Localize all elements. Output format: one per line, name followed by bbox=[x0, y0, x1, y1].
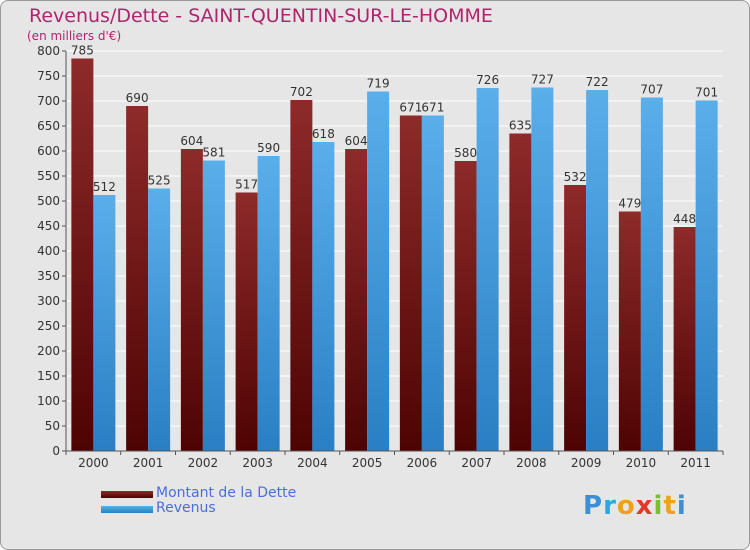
y-tick-label: 450 bbox=[37, 219, 60, 233]
bar-debt bbox=[290, 100, 313, 451]
x-tick-label: 2007 bbox=[461, 456, 492, 470]
x-tick-label: 2009 bbox=[571, 456, 602, 470]
x-tick-label: 2004 bbox=[297, 456, 328, 470]
data-label-debt: 448 bbox=[673, 212, 696, 226]
x-tick-label: 2002 bbox=[188, 456, 219, 470]
data-label-debt: 702 bbox=[290, 85, 313, 99]
y-tick-label: 100 bbox=[37, 394, 60, 408]
bar-revenue bbox=[148, 188, 171, 451]
bar-debt bbox=[454, 161, 477, 451]
bar-revenue bbox=[586, 90, 609, 451]
bar-debt bbox=[509, 133, 532, 451]
data-label-debt: 671 bbox=[399, 101, 422, 115]
y-tick-label: 300 bbox=[37, 294, 60, 308]
bar-revenue bbox=[93, 195, 116, 451]
chart-subtitle: (en milliers d'€) bbox=[27, 29, 122, 43]
bar-revenue bbox=[531, 87, 554, 451]
x-tick-label: 2011 bbox=[680, 456, 711, 470]
x-tick-label: 2001 bbox=[133, 456, 164, 470]
y-tick-label: 700 bbox=[37, 94, 60, 108]
data-label-debt: 785 bbox=[71, 44, 94, 58]
data-label-debt: 580 bbox=[454, 146, 477, 160]
bar-revenue bbox=[640, 97, 663, 451]
data-label-revenue: 719 bbox=[367, 77, 390, 91]
x-tick-label: 2008 bbox=[516, 456, 547, 470]
x-tick-label: 2005 bbox=[352, 456, 383, 470]
data-label-revenue: 581 bbox=[202, 146, 225, 160]
data-label-revenue: 727 bbox=[531, 73, 554, 87]
x-tick-label: 2000 bbox=[78, 456, 109, 470]
bar-debt bbox=[235, 192, 258, 451]
legend-swatch-revenue bbox=[101, 506, 153, 513]
y-tick-label: 350 bbox=[37, 269, 60, 283]
bar-debt bbox=[180, 149, 203, 451]
bar-debt bbox=[345, 149, 368, 451]
bar-revenue bbox=[202, 160, 225, 451]
data-label-debt: 532 bbox=[564, 170, 587, 184]
y-tick-label: 150 bbox=[37, 369, 60, 383]
bar-revenue bbox=[312, 142, 335, 451]
data-label-revenue: 590 bbox=[257, 141, 280, 155]
legend-swatch-debt bbox=[101, 491, 153, 498]
chart-title: Revenus/Dette - SAINT-QUENTIN-SUR-LE-HOM… bbox=[29, 5, 493, 27]
bar-revenue bbox=[367, 91, 390, 451]
data-label-debt: 604 bbox=[345, 134, 368, 148]
bar-revenue bbox=[257, 156, 280, 451]
y-tick-label: 0 bbox=[52, 444, 60, 458]
x-tick-label: 2010 bbox=[626, 456, 657, 470]
y-tick-label: 50 bbox=[45, 419, 60, 433]
y-tick-label: 650 bbox=[37, 119, 60, 133]
y-tick-label: 800 bbox=[37, 44, 60, 58]
x-tick-label: 2003 bbox=[242, 456, 273, 470]
y-tick-label: 600 bbox=[37, 144, 60, 158]
data-label-revenue: 707 bbox=[640, 83, 663, 97]
bar-debt bbox=[673, 227, 696, 451]
legend-label-revenue: Revenus bbox=[156, 500, 216, 516]
data-label-revenue: 525 bbox=[148, 174, 171, 188]
data-label-revenue: 701 bbox=[695, 86, 718, 100]
bar-debt bbox=[618, 211, 641, 451]
data-label-debt: 604 bbox=[180, 134, 203, 148]
data-label-debt: 479 bbox=[618, 197, 641, 211]
data-label-revenue: 722 bbox=[586, 75, 609, 89]
y-tick-label: 750 bbox=[37, 69, 60, 83]
bar-debt bbox=[564, 185, 587, 451]
bar-revenue bbox=[695, 100, 718, 451]
data-label-revenue: 618 bbox=[312, 127, 335, 141]
bar-debt bbox=[71, 58, 94, 451]
data-label-revenue: 512 bbox=[93, 180, 116, 194]
bar-revenue bbox=[476, 88, 499, 451]
data-label-revenue: 726 bbox=[476, 73, 499, 87]
y-tick-label: 500 bbox=[37, 194, 60, 208]
bar-revenue bbox=[421, 115, 444, 451]
data-label-debt: 690 bbox=[126, 91, 149, 105]
data-label-debt: 635 bbox=[509, 119, 532, 133]
legend-label-debt: Montant de la Dette bbox=[156, 485, 297, 501]
bar-debt bbox=[399, 115, 422, 451]
y-tick-label: 400 bbox=[37, 244, 60, 258]
data-label-revenue: 671 bbox=[421, 101, 444, 115]
bar-debt bbox=[126, 106, 149, 451]
y-tick-label: 200 bbox=[37, 344, 60, 358]
proxiti-logo: Proxiti bbox=[583, 491, 687, 521]
data-label-debt: 517 bbox=[235, 178, 258, 192]
y-tick-label: 250 bbox=[37, 319, 60, 333]
x-tick-label: 2006 bbox=[407, 456, 438, 470]
y-tick-label: 550 bbox=[37, 169, 60, 183]
